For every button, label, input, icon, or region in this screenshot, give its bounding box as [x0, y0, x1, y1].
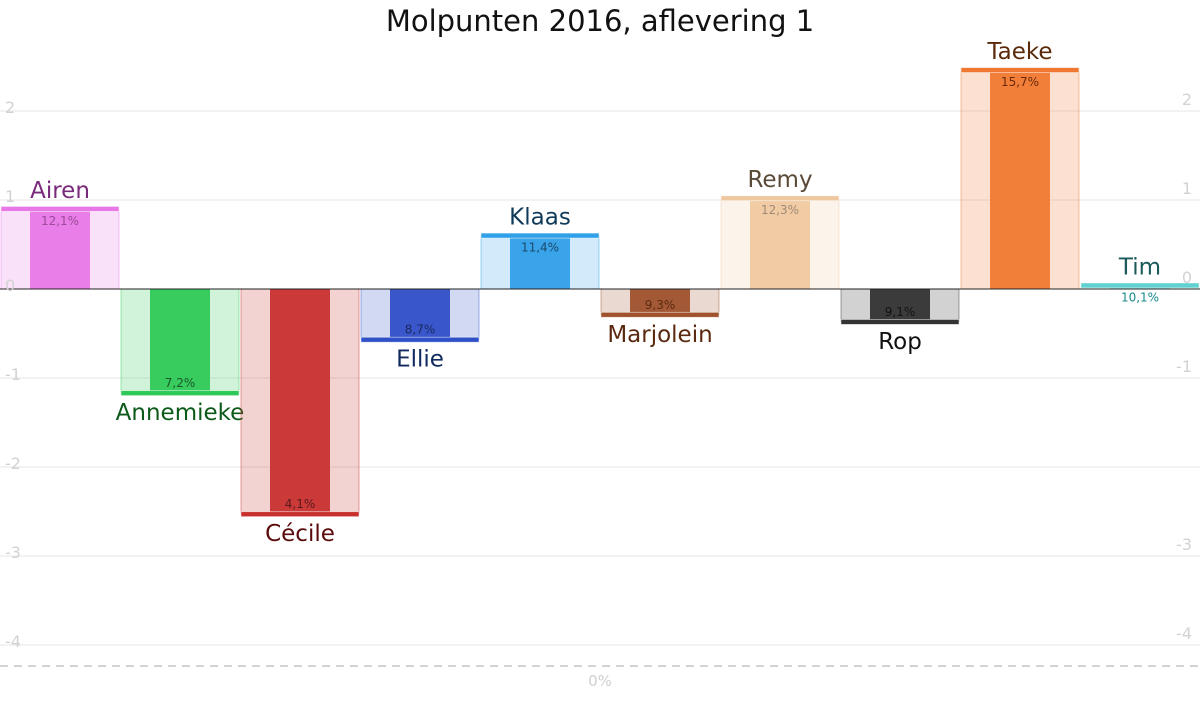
bar-percent-label: 8,7%	[405, 323, 436, 337]
bar-percent-label: 4,1%	[285, 497, 316, 511]
bar-klaas	[510, 235, 570, 289]
baseline-percent-label: 0%	[588, 672, 612, 690]
bar-taeke	[990, 70, 1050, 289]
bar-name-label: Cécile	[265, 521, 335, 547]
bar-percent-label: 9,1%	[885, 305, 916, 319]
chart-title: Molpunten 2016, aflevering 1	[386, 4, 814, 38]
bar-percent-label: 11,4%	[521, 241, 559, 255]
bar-name-label: Airen	[30, 178, 90, 204]
bar-percent-label: 12,1%	[41, 214, 79, 228]
left-axis-tick-label: -1	[5, 365, 21, 384]
bar-name-label: Rop	[878, 329, 922, 355]
bar-annemieke	[150, 289, 210, 394]
bar-cap	[240, 511, 360, 518]
right-axis-tick-label: 0	[1182, 268, 1192, 287]
left-axis-tick-label: -2	[5, 454, 21, 473]
left-axis-tick-label: -3	[5, 543, 21, 562]
bar-name-label: Tim	[1118, 254, 1161, 280]
bar-percent-label: 15,7%	[1001, 75, 1039, 89]
bar-percent-label: 10,1%	[1121, 290, 1159, 304]
bar-cap	[600, 311, 720, 318]
bar-cap	[840, 319, 960, 325]
bar-percent-label: 7,2%	[165, 376, 196, 390]
left-axis-tick-label: 0	[5, 276, 15, 295]
bars-layer: 12,1% Airen 7,2% Annemieke 4,1% Cécile 8,7% Ell…	[0, 39, 1200, 547]
bar-airen	[30, 208, 90, 289]
left-axis-tick-label: -4	[5, 632, 21, 651]
right-axis-tick-label: 2	[1182, 90, 1192, 109]
bar-name-label: Marjolein	[607, 322, 712, 348]
bar-rop	[870, 289, 930, 322]
bar-percent-label: 12,3%	[761, 203, 799, 217]
bar-percent-label: 9,3%	[645, 298, 676, 312]
left-axis-tick-label: 1	[5, 187, 15, 206]
right-axis-tick-label: -3	[1176, 535, 1192, 554]
bar-name-label: Taeke	[986, 39, 1052, 65]
left-axis-tick-label: 2	[5, 98, 15, 117]
bar-name-label: Remy	[747, 167, 812, 193]
bar-cap	[0, 205, 120, 212]
bar-cap	[720, 195, 840, 202]
bar-cap	[1080, 282, 1200, 289]
bar-cap	[360, 336, 480, 343]
bar-cap	[120, 390, 240, 397]
bar-remy	[750, 198, 810, 289]
bar-name-label: Annemieke	[116, 400, 245, 426]
bar-name-label: Klaas	[509, 205, 571, 231]
right-axis-tick-label: 1	[1182, 179, 1192, 198]
bar-ellie	[390, 289, 450, 340]
bar-cap	[480, 232, 600, 239]
ticks-layer: 2 1 0 -1 -2 -3 -4 2 1 0 -1 -3 -4	[5, 90, 1192, 651]
bar-cap	[960, 67, 1080, 73]
bar-marjolein	[630, 289, 690, 315]
right-axis-tick-label: -1	[1176, 357, 1192, 376]
bar-name-label: Ellie	[396, 347, 444, 373]
bar-cécile	[270, 289, 330, 515]
right-axis-tick-label: -4	[1176, 624, 1192, 643]
